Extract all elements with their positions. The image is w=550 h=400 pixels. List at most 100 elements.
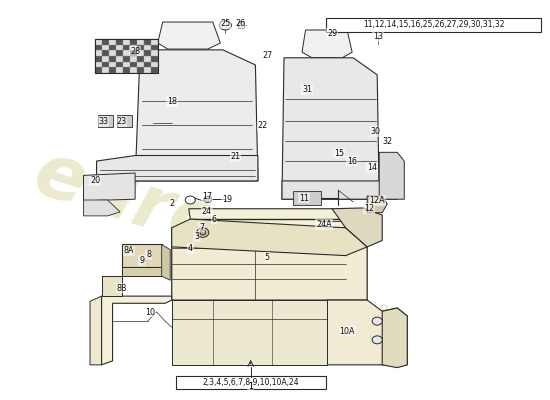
Polygon shape: [158, 22, 221, 49]
Polygon shape: [97, 156, 258, 181]
Polygon shape: [327, 300, 408, 365]
Polygon shape: [135, 50, 258, 181]
FancyBboxPatch shape: [137, 50, 144, 56]
Polygon shape: [282, 58, 379, 199]
Polygon shape: [332, 208, 382, 247]
FancyBboxPatch shape: [123, 50, 130, 56]
Text: 8: 8: [146, 250, 151, 259]
FancyBboxPatch shape: [123, 45, 130, 50]
FancyBboxPatch shape: [109, 62, 116, 67]
Text: 9: 9: [139, 256, 144, 265]
Text: 31: 31: [302, 85, 312, 94]
Text: 8B: 8B: [117, 284, 127, 293]
FancyBboxPatch shape: [123, 62, 130, 67]
Text: 25: 25: [220, 19, 230, 28]
FancyBboxPatch shape: [137, 39, 144, 45]
Text: a passion since 1985: a passion since 1985: [215, 250, 401, 325]
FancyBboxPatch shape: [130, 56, 137, 62]
FancyBboxPatch shape: [137, 56, 144, 62]
Text: 1: 1: [248, 382, 253, 391]
Text: 4: 4: [188, 244, 192, 253]
Circle shape: [372, 336, 382, 344]
FancyBboxPatch shape: [116, 45, 123, 50]
Text: 7: 7: [199, 222, 205, 232]
Text: 17: 17: [202, 192, 212, 201]
Text: 11: 11: [299, 194, 309, 202]
FancyBboxPatch shape: [151, 45, 158, 50]
Text: 32: 32: [382, 137, 392, 146]
FancyBboxPatch shape: [123, 56, 130, 62]
FancyBboxPatch shape: [95, 56, 102, 62]
FancyBboxPatch shape: [95, 50, 102, 56]
FancyBboxPatch shape: [95, 62, 102, 67]
Text: 3: 3: [194, 232, 199, 241]
FancyBboxPatch shape: [151, 62, 158, 67]
FancyBboxPatch shape: [123, 39, 130, 45]
Polygon shape: [122, 244, 162, 267]
FancyBboxPatch shape: [102, 56, 109, 62]
FancyBboxPatch shape: [144, 50, 151, 56]
FancyBboxPatch shape: [102, 67, 109, 73]
Text: 16: 16: [347, 156, 357, 166]
Text: 10: 10: [145, 308, 155, 316]
FancyBboxPatch shape: [151, 50, 158, 56]
Text: europes: europes: [24, 136, 372, 311]
Polygon shape: [172, 300, 327, 365]
Text: 23: 23: [117, 117, 126, 126]
FancyBboxPatch shape: [151, 39, 158, 45]
FancyBboxPatch shape: [137, 45, 144, 50]
FancyBboxPatch shape: [109, 67, 116, 73]
FancyBboxPatch shape: [109, 56, 116, 62]
Text: 12A: 12A: [370, 196, 385, 205]
Text: 10A: 10A: [339, 326, 355, 336]
Text: 18: 18: [167, 97, 177, 106]
Circle shape: [372, 317, 382, 325]
FancyBboxPatch shape: [116, 67, 123, 73]
Text: 24A: 24A: [316, 220, 332, 229]
Text: 6: 6: [211, 214, 216, 224]
Text: 11,12,14,15,16,25,26,27,29,30,31,32: 11,12,14,15,16,25,26,27,29,30,31,32: [363, 20, 504, 29]
Text: 33: 33: [98, 117, 108, 126]
FancyBboxPatch shape: [116, 50, 123, 56]
FancyBboxPatch shape: [123, 67, 130, 73]
Text: 24: 24: [202, 207, 212, 216]
FancyBboxPatch shape: [144, 56, 151, 62]
Polygon shape: [84, 200, 120, 216]
FancyBboxPatch shape: [130, 62, 137, 67]
Text: 1: 1: [248, 382, 253, 391]
FancyBboxPatch shape: [151, 56, 158, 62]
Polygon shape: [90, 296, 102, 365]
FancyBboxPatch shape: [109, 39, 116, 45]
Polygon shape: [172, 219, 367, 256]
Text: 8A: 8A: [123, 246, 134, 255]
Polygon shape: [117, 114, 131, 126]
FancyBboxPatch shape: [137, 62, 144, 67]
Circle shape: [197, 228, 209, 237]
Text: 26: 26: [235, 19, 245, 28]
Text: 2,3,4,5,6,7,8,9,10,10A,24: 2,3,4,5,6,7,8,9,10,10A,24: [202, 378, 299, 387]
Polygon shape: [302, 30, 352, 58]
FancyBboxPatch shape: [176, 376, 326, 389]
FancyBboxPatch shape: [130, 67, 137, 73]
Text: 13: 13: [373, 32, 383, 41]
FancyBboxPatch shape: [95, 39, 102, 45]
Circle shape: [200, 230, 206, 235]
Text: 2: 2: [169, 199, 174, 208]
Text: 21: 21: [230, 152, 240, 161]
Polygon shape: [379, 152, 404, 199]
Polygon shape: [172, 228, 367, 300]
Text: 29: 29: [327, 29, 337, 38]
FancyBboxPatch shape: [130, 39, 137, 45]
FancyBboxPatch shape: [95, 45, 102, 50]
Polygon shape: [282, 181, 397, 199]
Text: 12: 12: [364, 204, 374, 213]
FancyBboxPatch shape: [102, 50, 109, 56]
Polygon shape: [122, 267, 162, 276]
FancyBboxPatch shape: [102, 62, 109, 67]
FancyBboxPatch shape: [130, 50, 137, 56]
Circle shape: [219, 20, 232, 30]
FancyBboxPatch shape: [116, 39, 123, 45]
Text: 15: 15: [334, 149, 344, 158]
FancyBboxPatch shape: [130, 45, 137, 50]
Polygon shape: [84, 173, 135, 201]
